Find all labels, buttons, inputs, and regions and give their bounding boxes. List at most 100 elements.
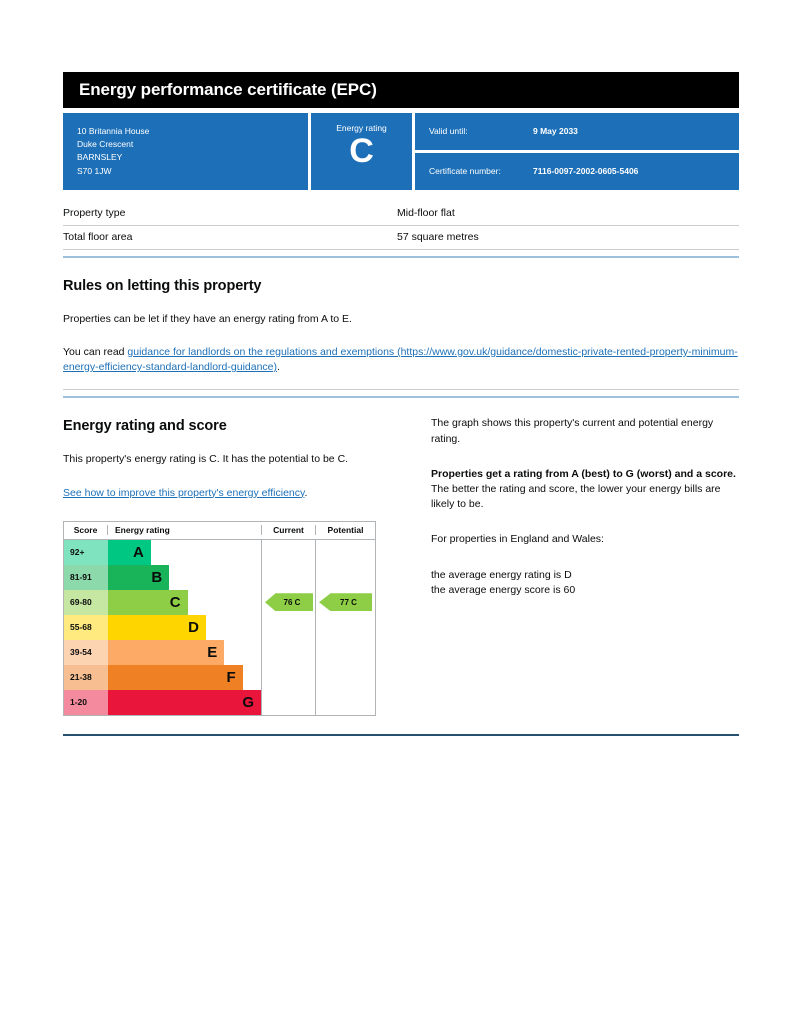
certificate-meta: Valid until: 9 May 2033 Certificate numb… — [415, 113, 739, 190]
region-label: For properties in England and Wales: — [431, 533, 604, 546]
guidance-suffix: . — [277, 361, 280, 374]
certificate-number-row: Certificate number: 7116-0097-2002-0605-… — [415, 152, 739, 190]
total-floor-area-value: 57 square metres — [397, 230, 479, 243]
current-rating-cell — [262, 539, 316, 565]
address-line-1: 10 Britannia House — [77, 126, 150, 136]
band-bar-g: G — [108, 689, 261, 715]
improve-efficiency-paragraph: See how to improve this property's energ… — [63, 486, 431, 501]
band-score-label: 69-80 — [64, 589, 108, 615]
page-title-bar: Energy performance certificate (EPC) — [63, 72, 739, 108]
chart-band-row: 1-20 G — [64, 689, 375, 715]
table-row: Property type Mid-floor flat — [63, 202, 739, 226]
section-divider-thin — [63, 389, 739, 391]
band-bar-zone: C — [108, 589, 262, 615]
column-header-potential: Potential — [327, 525, 364, 536]
column-header-energy-rating: Energy rating — [108, 525, 262, 536]
page-bottom-divider — [63, 733, 739, 736]
current-rating-cell — [262, 564, 316, 590]
potential-rating-cell — [316, 690, 375, 715]
epc-page: Energy performance certificate (EPC) 10 … — [63, 0, 739, 736]
band-bar-f: F — [108, 664, 243, 690]
average-rating-text: the average energy rating is D — [431, 568, 572, 581]
chart-band-row: 55-68 D — [64, 614, 375, 640]
chart-band-row: 21-38 F — [64, 664, 375, 690]
rating-explainer-rest: The better the rating and score, the low… — [431, 483, 721, 511]
rules-paragraph: Properties can be let if they have an en… — [63, 312, 352, 325]
rating-left-column: Energy rating and score This property's … — [63, 398, 431, 716]
address-line-2: Duke Crescent — [77, 139, 134, 150]
band-bar-zone: F — [108, 664, 262, 690]
band-bar-zone: B — [108, 564, 262, 590]
potential-rating-cell — [316, 540, 375, 565]
certificate-number-value: 7116-0097-2002-0605-5406 — [533, 166, 639, 177]
current-rating-arrow: 76 C — [265, 593, 313, 612]
potential-rating-cell: 77 C — [316, 590, 375, 615]
potential-rating-cell — [316, 565, 375, 590]
band-bar-zone: D — [108, 614, 262, 640]
address-line-4: S70 1JW — [77, 165, 112, 176]
band-score-label: 92+ — [64, 539, 108, 565]
average-score-text: the average energy score is 60 — [431, 583, 576, 596]
rating-explainer-text: Properties get a rating from A (best) to… — [431, 467, 739, 513]
energy-rating-label: Energy rating — [336, 123, 387, 133]
epc-rating-chart: Score Energy rating Current Potential 92… — [63, 520, 376, 716]
rating-explainer-bold: Properties get a rating from A (best) to… — [431, 467, 736, 480]
valid-until-row: Valid until: 9 May 2033 — [415, 113, 739, 150]
table-row: Total floor area 57 square metres — [63, 226, 739, 250]
landlord-guidance-link[interactable]: guidance for landlords on the regulation… — [63, 345, 738, 374]
address-line-3: BARNSLEY — [77, 152, 123, 163]
property-type-label: Property type — [63, 206, 126, 219]
band-bar-d: D — [108, 614, 206, 640]
band-score-label: 39-54 — [64, 639, 108, 665]
guidance-prefix: You can read — [63, 345, 128, 358]
band-bar-e: E — [108, 639, 225, 665]
energy-rating-badge: Energy rating C — [311, 113, 412, 190]
chart-header-row: Score Energy rating Current Potential — [64, 522, 375, 540]
property-address: 10 Britannia House Duke Crescent BARNSLE… — [63, 113, 308, 190]
rules-section-heading: Rules on letting this property — [63, 277, 262, 294]
property-details-table: Property type Mid-floor flat Total floor… — [63, 202, 739, 250]
chart-band-row: 81-91 B — [64, 564, 375, 590]
current-rating-cell: 76 C — [262, 589, 316, 615]
current-rating-cell — [262, 664, 316, 690]
rating-section-heading: Energy rating and score — [63, 418, 227, 435]
energy-rating-section: Energy rating and score This property's … — [63, 398, 739, 716]
band-bar-zone: E — [108, 639, 262, 665]
potential-rating-cell — [316, 665, 375, 690]
certificate-summary: 10 Britannia House Duke Crescent BARNSLE… — [63, 113, 739, 190]
valid-until-label: Valid until: — [429, 126, 468, 137]
improve-link-suffix: . — [304, 486, 308, 499]
band-bar-b: B — [108, 564, 170, 590]
energy-rating-letter: C — [349, 132, 374, 170]
rating-right-column: The graph shows this property's current … — [431, 398, 739, 715]
column-header-score: Score — [64, 525, 108, 536]
rules-guidance-paragraph: You can read guidance for landlords on t… — [63, 345, 739, 375]
band-score-label: 21-38 — [64, 664, 108, 690]
band-score-label: 1-20 — [64, 689, 108, 715]
current-rating-cell — [262, 614, 316, 640]
page-title: Energy performance certificate (EPC) — [79, 80, 377, 99]
footer-spacer — [63, 716, 739, 734]
rating-paragraph: This property's energy rating is C. It h… — [63, 453, 349, 466]
section-divider-rules — [63, 255, 739, 258]
valid-until-value: 9 May 2033 — [533, 126, 578, 137]
band-score-label: 55-68 — [64, 614, 108, 640]
potential-rating-cell — [316, 615, 375, 640]
current-rating-cell — [262, 639, 316, 665]
graph-intro-text: The graph shows this property's current … — [431, 417, 714, 445]
potential-rating-arrow: 77 C — [319, 593, 372, 612]
improve-efficiency-link[interactable]: See how to improve this property's energ… — [63, 486, 305, 499]
chart-band-row: 69-80 C 76 C 77 C — [64, 589, 375, 615]
certificate-number-label: Certificate number: — [429, 166, 501, 177]
total-floor-area-label: Total floor area — [63, 230, 133, 243]
column-header-current: Current — [262, 525, 316, 536]
chart-band-row: 92+ A — [64, 539, 375, 565]
current-rating-cell — [262, 689, 316, 715]
band-bar-a: A — [108, 539, 151, 565]
property-type-value: Mid-floor flat — [397, 206, 455, 219]
band-bar-c: C — [108, 589, 188, 615]
section-divider-rating — [63, 396, 739, 399]
band-score-label: 81-91 — [64, 564, 108, 590]
potential-rating-cell — [316, 640, 375, 665]
chart-body: 92+ A 81-91 B 69-80 C 76 C 77 C 55-68 D 39-54 E 21-3… — [64, 539, 375, 715]
